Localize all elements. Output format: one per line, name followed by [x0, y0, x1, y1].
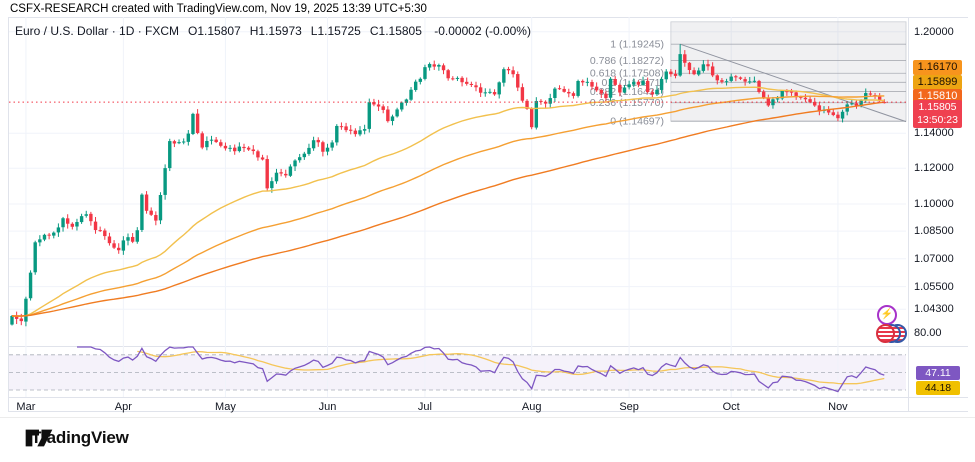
ma-mid-line[interactable]	[12, 95, 885, 317]
symbol-legend: Euro / U.S. Dollar · 1D · FXCM O1.15807 H1…	[15, 24, 531, 38]
price-tick: 1.07000	[914, 252, 954, 265]
descending-trendline[interactable]	[679, 43, 907, 123]
ma-slow-line[interactable]	[12, 101, 885, 317]
ohlc-o: O1.15807	[188, 24, 241, 38]
rsi-indicator-pane[interactable]	[0, 346, 908, 397]
footer-divider	[0, 417, 975, 418]
footer[interactable]: TradingView	[24, 428, 129, 448]
tradingview-brand-text: TradingView	[31, 428, 129, 447]
fib-label: 0.618 (1.17508)	[590, 68, 664, 80]
fib-label: 0.382 (1.16434)	[590, 86, 664, 98]
ma-price-label: 1.15899	[913, 75, 962, 90]
price-tick: 1.14000	[914, 127, 954, 140]
frame-line	[8, 411, 968, 412]
price-tick: 1.08500	[914, 225, 954, 238]
price-axis-border	[908, 17, 909, 412]
ohlc-h: H1.15973	[249, 24, 302, 38]
fib-label: 1 (1.19245)	[610, 39, 664, 51]
pane-separator[interactable]	[8, 346, 968, 347]
price-tick: 1.12000	[914, 162, 954, 175]
time-axis-border	[8, 397, 968, 398]
month-label-may: May	[215, 401, 236, 413]
month-label-jun: Jun	[318, 401, 337, 413]
month-label-aug: Aug	[521, 401, 542, 413]
month-label-nov: Nov	[828, 401, 848, 413]
lightning-icon[interactable]: ⚡	[877, 305, 897, 325]
month-label-apr: Apr	[114, 401, 132, 413]
month-label-sep: Sep	[619, 401, 639, 413]
rsi-ma-value-label: 44.18	[916, 381, 960, 395]
ma-price-label: 1.16170	[913, 60, 962, 75]
price-tick: 1.10000	[914, 197, 954, 210]
month-label-jul: Jul	[417, 401, 432, 413]
ohlc-l: L1.15725	[310, 24, 361, 38]
frame-line	[8, 17, 968, 18]
candles-layer[interactable]	[10, 44, 887, 327]
fib-label: 0.236 (1.15770)	[590, 97, 664, 109]
fib-retracement[interactable]: 1 (1.19245) 0.786 (1.18272)0.618 (1.17508…	[590, 39, 906, 128]
rsi-scale-tick: 80.00	[914, 327, 942, 339]
last-price-label: 1.15805 13:50:23	[913, 100, 962, 128]
ma-fast-line[interactable]	[11, 86, 885, 318]
highlight-box[interactable]	[670, 21, 907, 122]
fib-label: 0.786 (1.18272)	[590, 55, 664, 67]
price-tick: 1.04300	[914, 303, 954, 316]
fib-label: 0 (1.14697)	[610, 116, 664, 128]
frame-line	[8, 17, 9, 412]
month-label-oct: Oct	[722, 401, 740, 413]
rsi-value-label: 47.11	[916, 366, 960, 380]
ohlc-values: O1.15807 H1.15973 L1.15725 C1.15805	[188, 24, 431, 38]
price-tick: 1.20000	[914, 25, 954, 38]
us-flags-icon[interactable]	[876, 324, 910, 345]
change-value: -0.00002 (-0.00%)	[434, 24, 531, 38]
price-chart-pane[interactable]: 1 (1.19245) 0.786 (1.18272)0.618 (1.17508…	[0, 17, 908, 347]
us-flag-circle	[876, 324, 895, 343]
rsi-line[interactable]	[77, 346, 885, 393]
rsi-ma-line[interactable]	[137, 350, 885, 385]
attribution-text: CSFX-RESEARCH created with TradingView.c…	[10, 3, 427, 15]
price-tick: 1.05500	[914, 280, 954, 293]
ohlc-c: C1.15805	[369, 24, 422, 38]
symbol-title[interactable]: Euro / U.S. Dollar · 1D · FXCM	[15, 24, 180, 38]
month-label-mar: Mar	[16, 401, 36, 413]
tradingview-logo-icon	[25, 429, 53, 447]
